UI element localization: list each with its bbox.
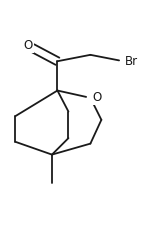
Text: O: O <box>92 91 101 104</box>
Text: O: O <box>24 39 33 52</box>
Text: Br: Br <box>125 55 138 68</box>
